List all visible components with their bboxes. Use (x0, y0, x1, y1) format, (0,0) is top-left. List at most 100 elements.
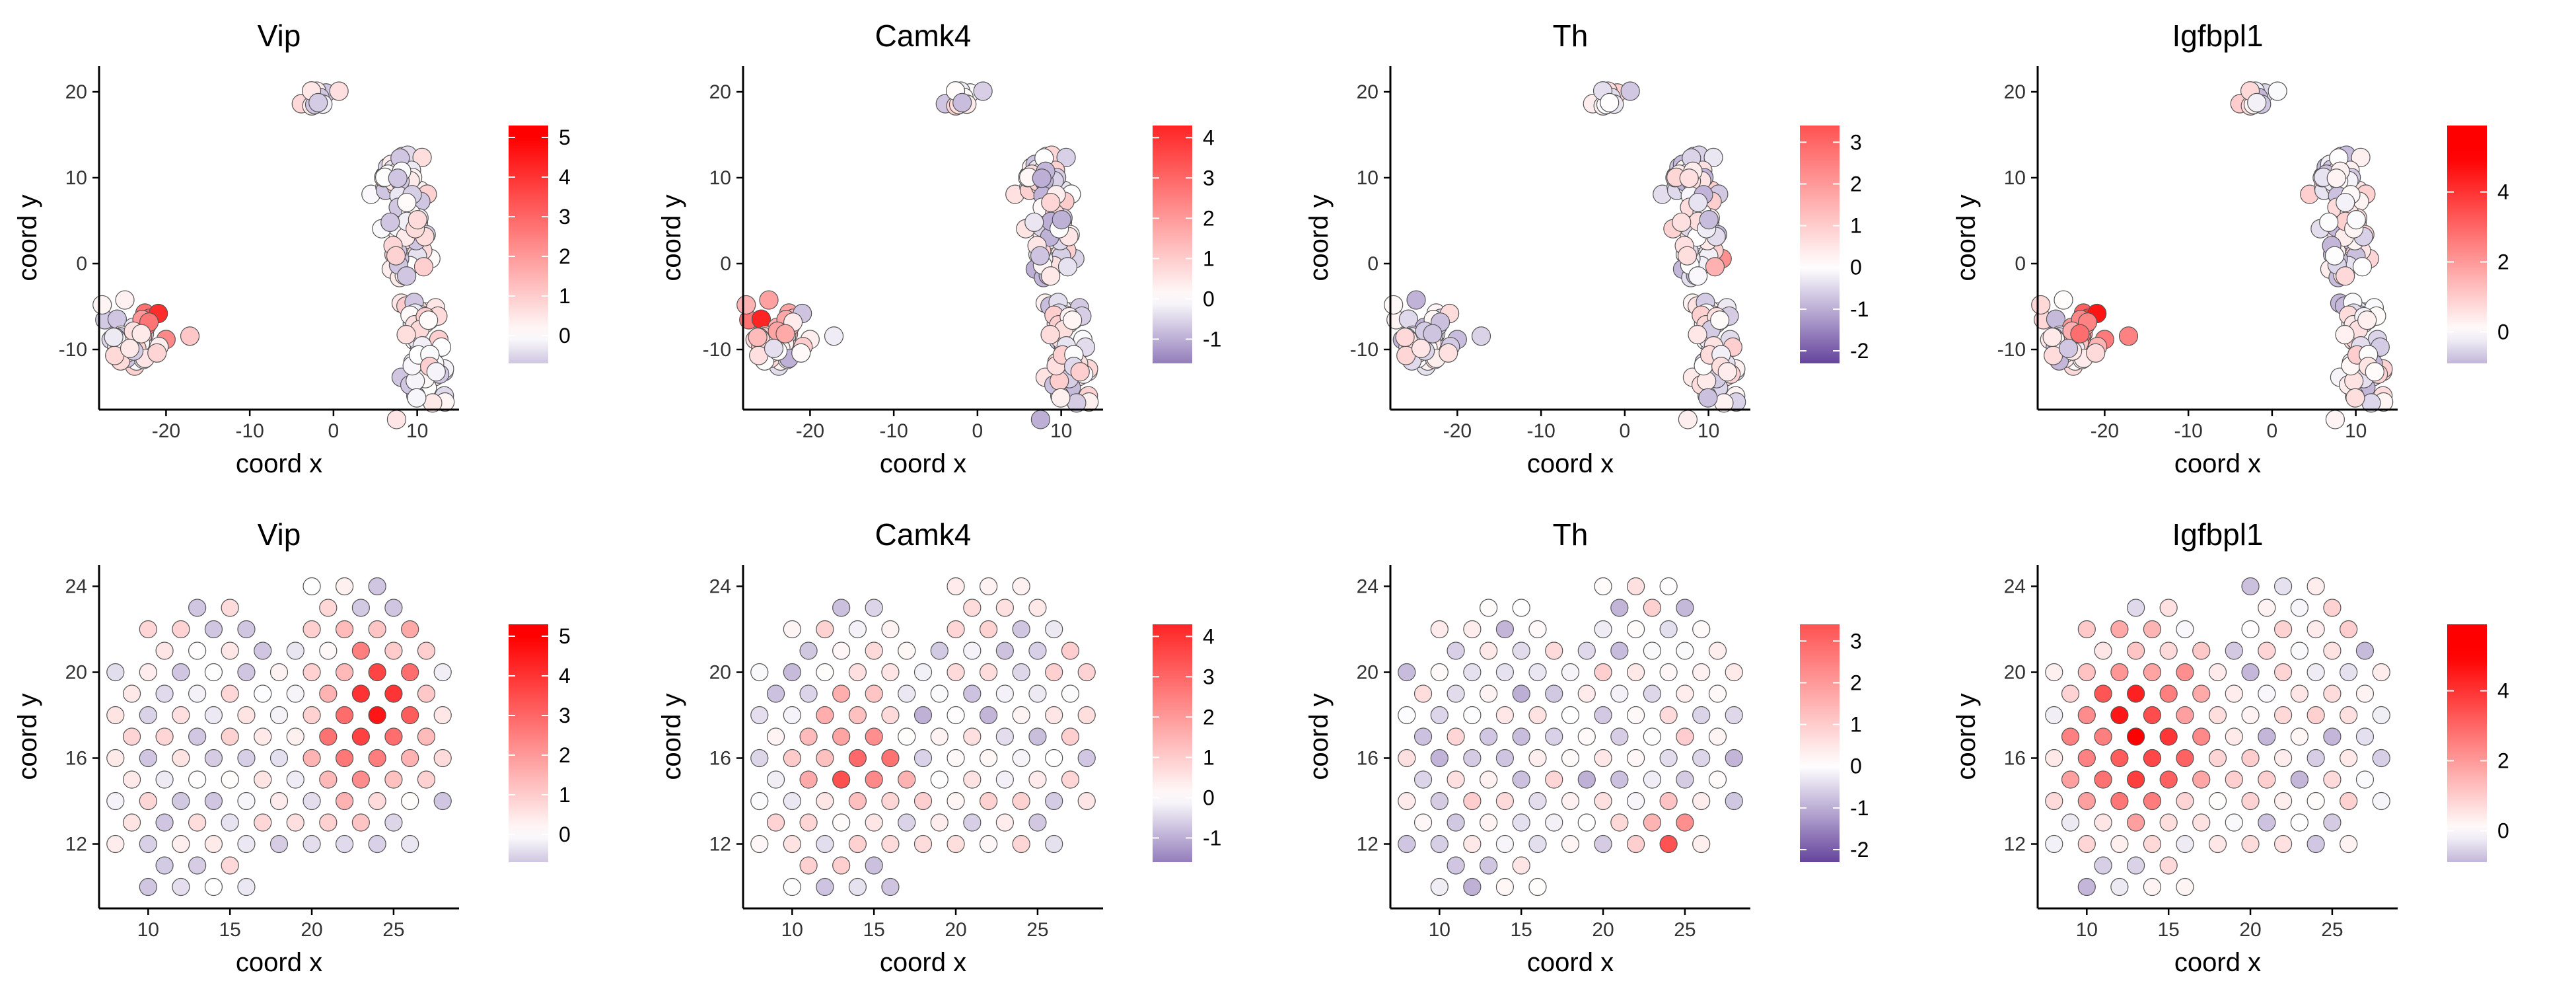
point (269, 749, 289, 768)
point (865, 770, 883, 789)
point (401, 834, 419, 854)
point (1430, 706, 1449, 725)
point (1056, 147, 1076, 167)
point (319, 599, 338, 617)
x-tick-label: 10 (1050, 420, 1072, 442)
point (1692, 706, 1711, 725)
colorbar-tick-label: -1 (1203, 826, 1221, 850)
point (2159, 684, 2178, 703)
point (913, 749, 933, 768)
point (303, 791, 321, 811)
point (816, 620, 834, 639)
x-tick-label: 10 (781, 919, 803, 941)
point (799, 770, 818, 789)
point (2094, 642, 2112, 660)
point (1528, 791, 1547, 811)
point (2340, 706, 2358, 725)
x-tick-label: 25 (1026, 919, 1048, 941)
point (204, 620, 223, 639)
point (254, 770, 272, 789)
point (2351, 147, 2371, 167)
y-tick-label: 20 (1357, 662, 1378, 684)
x-tick-label: 20 (945, 919, 966, 941)
point (1708, 770, 1727, 789)
point (1692, 791, 1711, 811)
point (775, 324, 795, 344)
point (1610, 727, 1629, 746)
point (2357, 311, 2377, 330)
point (2241, 577, 2260, 596)
y-tick-label: 20 (709, 81, 731, 103)
point (1725, 791, 1743, 811)
point (947, 577, 965, 596)
point (1413, 813, 1433, 832)
x-tick-label: 25 (2321, 919, 2343, 941)
point (254, 684, 272, 703)
point (1480, 684, 1498, 703)
point (2058, 338, 2079, 358)
colorbar-tick-label: 2 (1850, 671, 1862, 694)
point (2127, 727, 2145, 746)
y-tick-label: 20 (2004, 662, 2026, 684)
point (2094, 856, 2112, 875)
point (881, 706, 900, 725)
point (1480, 813, 1498, 832)
point (1447, 642, 1465, 660)
point (1028, 684, 1047, 703)
point (2046, 309, 2066, 329)
point (2319, 212, 2339, 233)
point (2258, 727, 2276, 746)
point (2110, 663, 2129, 682)
point (913, 706, 933, 725)
point (204, 791, 223, 811)
point (1643, 813, 1661, 832)
point (1012, 663, 1030, 682)
point (2077, 620, 2096, 639)
point (2110, 706, 2129, 725)
point (2307, 577, 2325, 596)
y-tick-label: 0 (76, 253, 87, 275)
colorbar-tick-label: -2 (1850, 339, 1869, 363)
point (401, 620, 419, 639)
point (1692, 663, 1711, 682)
point (319, 684, 338, 703)
colorbar-tick-label: -1 (1203, 327, 1221, 351)
point (1545, 684, 1563, 703)
point (269, 834, 289, 854)
point (329, 81, 349, 101)
point (1495, 834, 1515, 854)
point (1447, 813, 1465, 832)
point (368, 663, 386, 682)
colorbar-tick-label: 2 (1203, 206, 1215, 230)
point (122, 770, 141, 789)
point (766, 770, 785, 789)
point (816, 834, 834, 854)
point (848, 877, 867, 897)
point (1610, 642, 1629, 660)
point (1430, 791, 1449, 811)
point (188, 813, 207, 832)
y-tick-label: 12 (65, 834, 87, 856)
point (2176, 834, 2194, 854)
point (1528, 834, 1547, 854)
colorbar-tick-label: 3 (1850, 130, 1862, 154)
point (2045, 834, 2063, 854)
point (979, 620, 998, 639)
point (172, 834, 190, 854)
point (2340, 620, 2358, 639)
point (1643, 770, 1661, 789)
point (1045, 663, 1063, 682)
point (172, 663, 190, 682)
point (1688, 192, 1708, 213)
colorbar-tick-label: 3 (1203, 166, 1215, 190)
point (947, 749, 965, 768)
point (2077, 791, 2096, 811)
point (995, 727, 1014, 746)
colorbar-tick-label: 1 (1850, 214, 1862, 238)
point (750, 791, 769, 811)
point (2192, 813, 2211, 832)
point (2077, 877, 2096, 897)
point (848, 834, 867, 854)
